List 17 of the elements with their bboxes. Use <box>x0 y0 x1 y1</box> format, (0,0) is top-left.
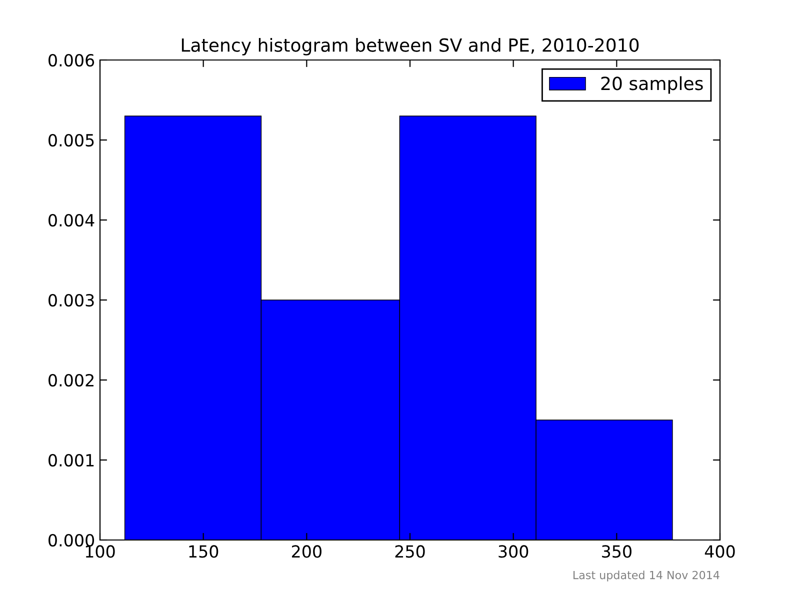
x-tick-label: 100 <box>86 545 115 558</box>
y-tick-label: 0.003 <box>48 294 94 307</box>
chart-title: Latency histogram between SV and PE, 2010-2010 <box>182 38 639 56</box>
text: Last updated 14 Nov 2014 <box>574 570 720 582</box>
y-tick-label: 0.006 <box>48 54 94 67</box>
x-tick-label: 150 <box>189 545 218 558</box>
legend-label: 20 samples <box>601 76 703 94</box>
y-tick-label: 0.005 <box>48 134 94 147</box>
x-tick-label: 200 <box>292 545 322 558</box>
x-tick-label: 350 <box>602 545 632 558</box>
y-tick-label: 0.002 <box>48 374 94 387</box>
y-tick-label: 0.004 <box>48 214 94 227</box>
x-tick-label: 400 <box>704 545 735 558</box>
y-tick-label: 0.000 <box>48 534 94 547</box>
x-tick-label: 250 <box>395 545 425 558</box>
y-tick-label: 0.001 <box>48 454 94 467</box>
x-tick-label: 300 <box>498 545 528 558</box>
